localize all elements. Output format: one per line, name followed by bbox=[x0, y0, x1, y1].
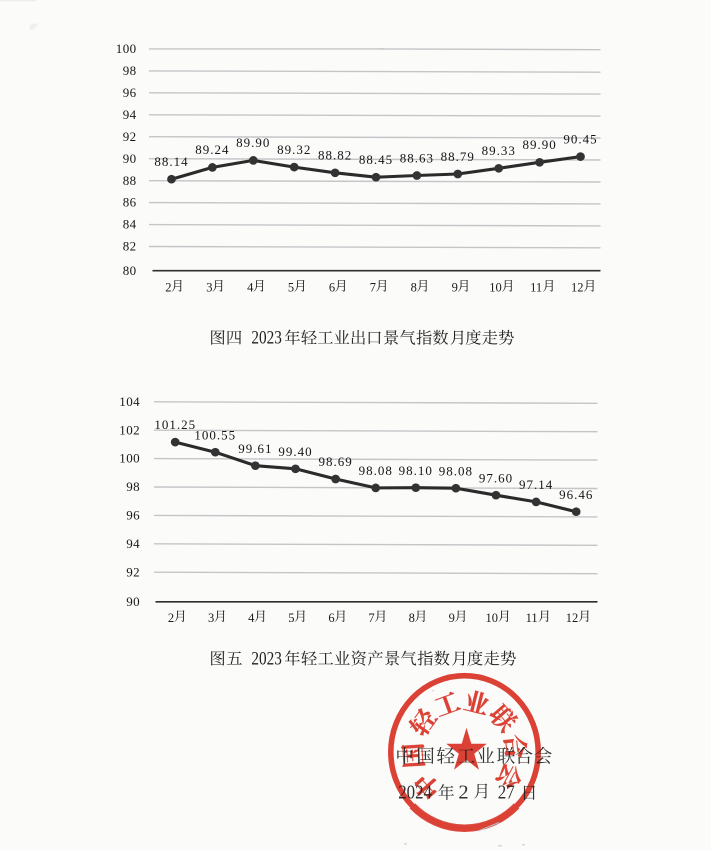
svg-text:98.08: 98.08 bbox=[359, 463, 393, 478]
svg-text:7: 7 bbox=[368, 611, 374, 625]
svg-text:2024: 2024 bbox=[398, 782, 432, 804]
svg-text:89.33: 89.33 bbox=[482, 143, 516, 158]
svg-text:99.40: 99.40 bbox=[278, 444, 312, 459]
svg-text:100: 100 bbox=[116, 41, 137, 56]
svg-text:6: 6 bbox=[328, 611, 334, 625]
svg-text:102: 102 bbox=[119, 422, 140, 437]
svg-text:97.60: 97.60 bbox=[479, 470, 513, 485]
svg-text:98: 98 bbox=[123, 63, 137, 78]
svg-text:98.10: 98.10 bbox=[399, 463, 433, 478]
svg-text:3: 3 bbox=[208, 611, 214, 625]
svg-text:2: 2 bbox=[458, 782, 468, 804]
svg-text:89.90: 89.90 bbox=[522, 137, 556, 152]
svg-text:98.08: 98.08 bbox=[439, 463, 473, 478]
svg-text:27: 27 bbox=[498, 782, 515, 804]
svg-text:94: 94 bbox=[123, 107, 137, 122]
svg-text:100.55: 100.55 bbox=[194, 427, 236, 442]
svg-text:89.24: 89.24 bbox=[195, 142, 229, 157]
svg-text:4: 4 bbox=[248, 611, 255, 625]
svg-text:94: 94 bbox=[126, 536, 140, 551]
svg-text:96: 96 bbox=[123, 85, 137, 100]
svg-text:12: 12 bbox=[566, 611, 579, 625]
svg-text:90: 90 bbox=[123, 151, 137, 166]
svg-text:80: 80 bbox=[123, 263, 137, 278]
svg-text:7: 7 bbox=[370, 281, 376, 295]
svg-text:90.45: 90.45 bbox=[563, 131, 597, 146]
svg-text:89.90: 89.90 bbox=[236, 135, 270, 150]
svg-text:9: 9 bbox=[449, 611, 455, 625]
svg-text:8: 8 bbox=[409, 611, 415, 625]
svg-text:10: 10 bbox=[489, 281, 502, 295]
svg-text:2023: 2023 bbox=[251, 648, 281, 669]
svg-text:5: 5 bbox=[288, 281, 294, 295]
svg-text:9: 9 bbox=[452, 281, 458, 295]
svg-text:82: 82 bbox=[123, 239, 137, 254]
svg-text:96.46: 96.46 bbox=[559, 487, 593, 502]
svg-text:2: 2 bbox=[165, 281, 171, 295]
svg-text:3: 3 bbox=[206, 281, 212, 295]
svg-text:96: 96 bbox=[126, 508, 140, 523]
svg-text:99.61: 99.61 bbox=[238, 441, 272, 456]
svg-text:8: 8 bbox=[411, 281, 417, 295]
svg-text:11: 11 bbox=[526, 611, 538, 625]
svg-text:89.32: 89.32 bbox=[277, 142, 311, 157]
svg-text:88.79: 88.79 bbox=[441, 149, 475, 164]
svg-text:5: 5 bbox=[288, 611, 294, 625]
svg-text:88.45: 88.45 bbox=[359, 152, 393, 167]
svg-text:10: 10 bbox=[486, 611, 499, 625]
svg-text:84: 84 bbox=[123, 217, 137, 232]
svg-text:98: 98 bbox=[126, 479, 140, 494]
svg-text:101.25: 101.25 bbox=[154, 417, 196, 432]
svg-text:88.63: 88.63 bbox=[400, 150, 434, 165]
svg-text:4: 4 bbox=[247, 281, 254, 295]
svg-text:98.69: 98.69 bbox=[318, 454, 352, 469]
svg-text:11: 11 bbox=[530, 281, 542, 295]
svg-text:100: 100 bbox=[119, 451, 140, 466]
svg-text:6: 6 bbox=[329, 281, 335, 295]
svg-text:88.14: 88.14 bbox=[154, 154, 188, 169]
svg-text:12: 12 bbox=[571, 281, 584, 295]
svg-text:86: 86 bbox=[123, 195, 137, 210]
svg-text:92: 92 bbox=[126, 564, 140, 579]
svg-text:2: 2 bbox=[168, 611, 174, 625]
svg-text:90: 90 bbox=[126, 594, 140, 609]
svg-text:88: 88 bbox=[123, 173, 137, 188]
svg-text:2023: 2023 bbox=[251, 328, 281, 349]
svg-text:104: 104 bbox=[119, 394, 140, 409]
svg-text:92: 92 bbox=[123, 129, 137, 144]
svg-text:88.82: 88.82 bbox=[318, 148, 352, 163]
svg-text:97.14: 97.14 bbox=[519, 477, 553, 492]
